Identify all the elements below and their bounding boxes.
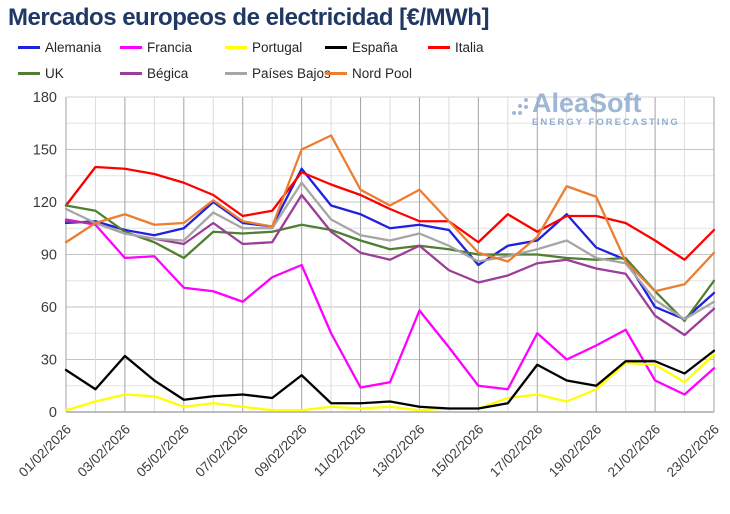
legend-swatch-line	[120, 72, 142, 75]
legend-swatch-line	[18, 72, 40, 75]
y-axis-tick-label: 30	[41, 353, 57, 369]
x-axis-tick-label: 09/02/2026	[251, 422, 309, 480]
x-axis-tick-label: 03/02/2026	[75, 422, 133, 480]
x-axis-tick-label: 21/02/2026	[605, 422, 663, 480]
series-line-países-bajos	[64, 181, 716, 321]
legend-label: Francia	[147, 40, 193, 55]
y-axis-tick-label: 150	[33, 143, 57, 159]
legend-label: España	[352, 40, 398, 55]
legend-swatch-line	[325, 72, 347, 75]
legend-swatch-line	[225, 72, 247, 75]
series-line-nord-pool	[64, 134, 716, 293]
legend-item-uk: UK	[18, 66, 64, 81]
x-axis-tick-label: 23/02/2026	[664, 422, 722, 480]
y-axis-tick-label: 90	[41, 248, 57, 264]
legend-swatch-line	[120, 46, 142, 49]
series-line-españa	[64, 349, 716, 410]
series-line-francia	[64, 218, 716, 396]
chart-title: Mercados europeos de electricidad [€/MWh…	[8, 4, 489, 31]
legend-item-portugal: Portugal	[225, 40, 302, 55]
y-axis-tick-label: 180	[33, 90, 57, 106]
legend-label: Alemania	[45, 40, 102, 55]
legend-swatch-line	[325, 46, 347, 49]
y-axis-tick-label: 60	[41, 300, 57, 316]
legend-swatch-line	[428, 46, 450, 49]
legend-label: UK	[45, 66, 64, 81]
legend-label: Nord Pool	[352, 66, 413, 81]
series-line-portugal	[64, 353, 716, 412]
series-line-bégica	[64, 193, 716, 337]
x-axis-tick-label: 19/02/2026	[546, 422, 604, 480]
series-line-alemania	[64, 167, 716, 321]
chart-legend: Alemania Francia Portugal España Italia UK Bég…	[0, 40, 730, 92]
x-axis-tick-label: 17/02/2026	[487, 422, 545, 480]
legend-item-bégica: Bégica	[120, 66, 188, 81]
legend-label: Portugal	[252, 40, 303, 55]
legend-label: Bégica	[147, 66, 189, 81]
x-axis-tick-label: 15/02/2026	[428, 422, 486, 480]
legend-label: Países Bajos	[252, 66, 331, 81]
aleasoft-watermark: AleaSoft ENERGY FORECASTING	[512, 90, 680, 128]
watermark-brand: AleaSoft	[532, 88, 642, 118]
x-axis-tick-label: 13/02/2026	[369, 422, 427, 480]
y-axis-tick-label: 0	[49, 405, 57, 421]
aleasoft-logo-dots-icon	[512, 98, 528, 118]
legend-item-francia: Francia	[120, 40, 192, 55]
x-axis-tick-label: 01/02/2026	[16, 422, 74, 480]
legend-item-italia: Italia	[428, 40, 484, 55]
watermark-tagline: ENERGY FORECASTING	[532, 117, 680, 128]
x-axis-tick-label: 11/02/2026	[311, 422, 369, 480]
legend-swatch-line	[225, 46, 247, 49]
y-axis-tick-label: 120	[33, 195, 57, 211]
legend-swatch-line	[18, 46, 40, 49]
legend-item-alemania: Alemania	[18, 40, 101, 55]
legend-item-españa: España	[325, 40, 398, 55]
x-axis-tick-label: 05/02/2026	[134, 422, 192, 480]
legend-item-nord-pool: Nord Pool	[325, 66, 412, 81]
legend-label: Italia	[455, 40, 484, 55]
x-axis-tick-label: 07/02/2026	[192, 422, 250, 480]
legend-item-países-bajos: Países Bajos	[225, 66, 331, 81]
